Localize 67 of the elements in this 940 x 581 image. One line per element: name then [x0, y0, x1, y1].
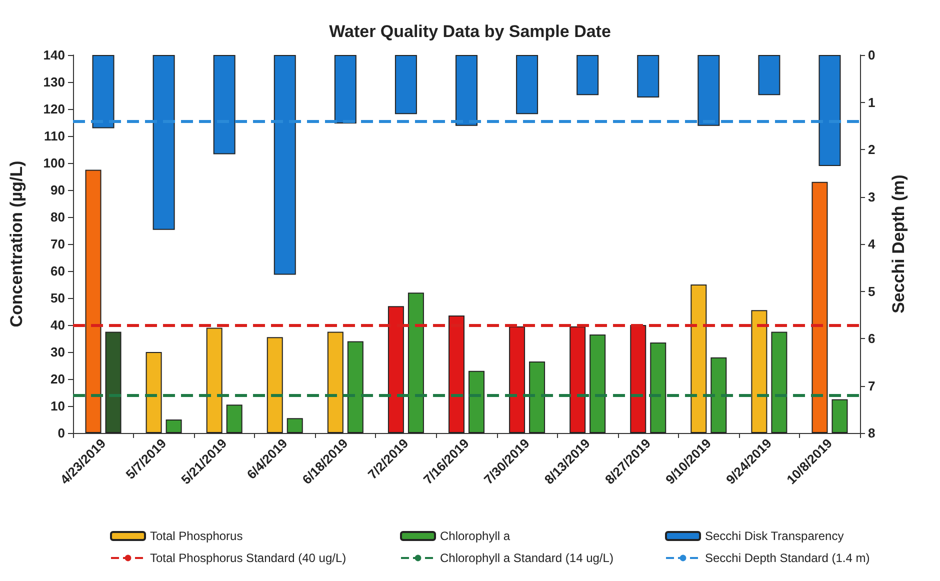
y-tick-label: 80 — [50, 210, 65, 224]
bar — [166, 420, 182, 433]
y2-tick-label: 7 — [868, 378, 876, 394]
bar — [771, 332, 788, 433]
y2-tick-label: 4 — [868, 236, 876, 252]
y-tick-label: 10 — [50, 398, 65, 414]
bar — [408, 292, 424, 433]
bar — [152, 55, 175, 230]
bar — [818, 55, 841, 166]
legend-label: Secchi Disk Transparency — [705, 529, 844, 543]
bar — [576, 55, 599, 96]
y-tick-label: 30 — [50, 344, 65, 360]
y-tick-label: 130 — [43, 74, 65, 90]
y2-tick-label: 2 — [868, 142, 876, 157]
bar — [832, 399, 848, 433]
legend-label: Total Phosphorus — [150, 529, 243, 543]
y-tick-label: 0 — [58, 426, 65, 440]
y-tick-label: 120 — [43, 102, 65, 116]
y-tick-label: 90 — [50, 182, 65, 198]
bar — [710, 357, 727, 433]
bar — [698, 55, 720, 126]
bar — [146, 352, 162, 433]
bar — [812, 182, 828, 433]
bar — [327, 332, 344, 433]
bar — [334, 55, 356, 124]
y2-tick-label: 1 — [868, 94, 876, 110]
legend-label: Chlorophyll a Standard (14 ug/L) — [440, 551, 614, 565]
bar — [637, 55, 660, 98]
y2-tick-label: 0 — [868, 48, 876, 62]
legend-label: Chlorophyll a — [440, 529, 510, 543]
y-tick-label: 60 — [50, 264, 65, 278]
legend-label: Secchi Depth Standard (1.4 m) — [705, 551, 870, 565]
bar — [529, 361, 546, 433]
y2-tick-label: 5 — [868, 284, 876, 299]
y-tick-label: 50 — [50, 290, 65, 306]
y2-tick-label: 6 — [868, 331, 876, 346]
bar — [213, 55, 236, 154]
bar — [394, 55, 417, 114]
y-tick-label: 110 — [44, 128, 65, 144]
y-axis-title: Concentration (µg/L) — [7, 160, 26, 328]
bar — [468, 370, 484, 433]
bar — [347, 341, 364, 433]
bar — [105, 332, 122, 433]
y2-tick-label: 3 — [868, 189, 876, 204]
legend-label: Total Phosphorus Standard (40 ug/L) — [150, 551, 346, 565]
bar — [85, 170, 102, 433]
bar — [456, 55, 478, 126]
y-tick-label: 40 — [50, 318, 65, 332]
bar — [758, 55, 780, 96]
bar — [590, 334, 606, 433]
y2-axis-title: Secchi Depth (m) — [889, 174, 908, 314]
bar — [266, 337, 283, 433]
bar — [516, 55, 538, 114]
bar — [690, 284, 707, 433]
bar — [92, 55, 114, 128]
chart-title: Water Quality Data by Sample Date — [329, 22, 611, 41]
bar — [751, 310, 768, 433]
bar — [206, 328, 222, 433]
y-tick-label: 140 — [43, 48, 65, 62]
bar — [286, 418, 303, 433]
y-tick-label: 100 — [43, 156, 65, 170]
y-tick-label: 20 — [50, 372, 65, 386]
bar — [650, 342, 666, 433]
y2-tick-label: 8 — [868, 426, 876, 440]
y-tick-label: 70 — [50, 236, 65, 252]
bar — [226, 404, 242, 433]
bar — [274, 55, 296, 275]
